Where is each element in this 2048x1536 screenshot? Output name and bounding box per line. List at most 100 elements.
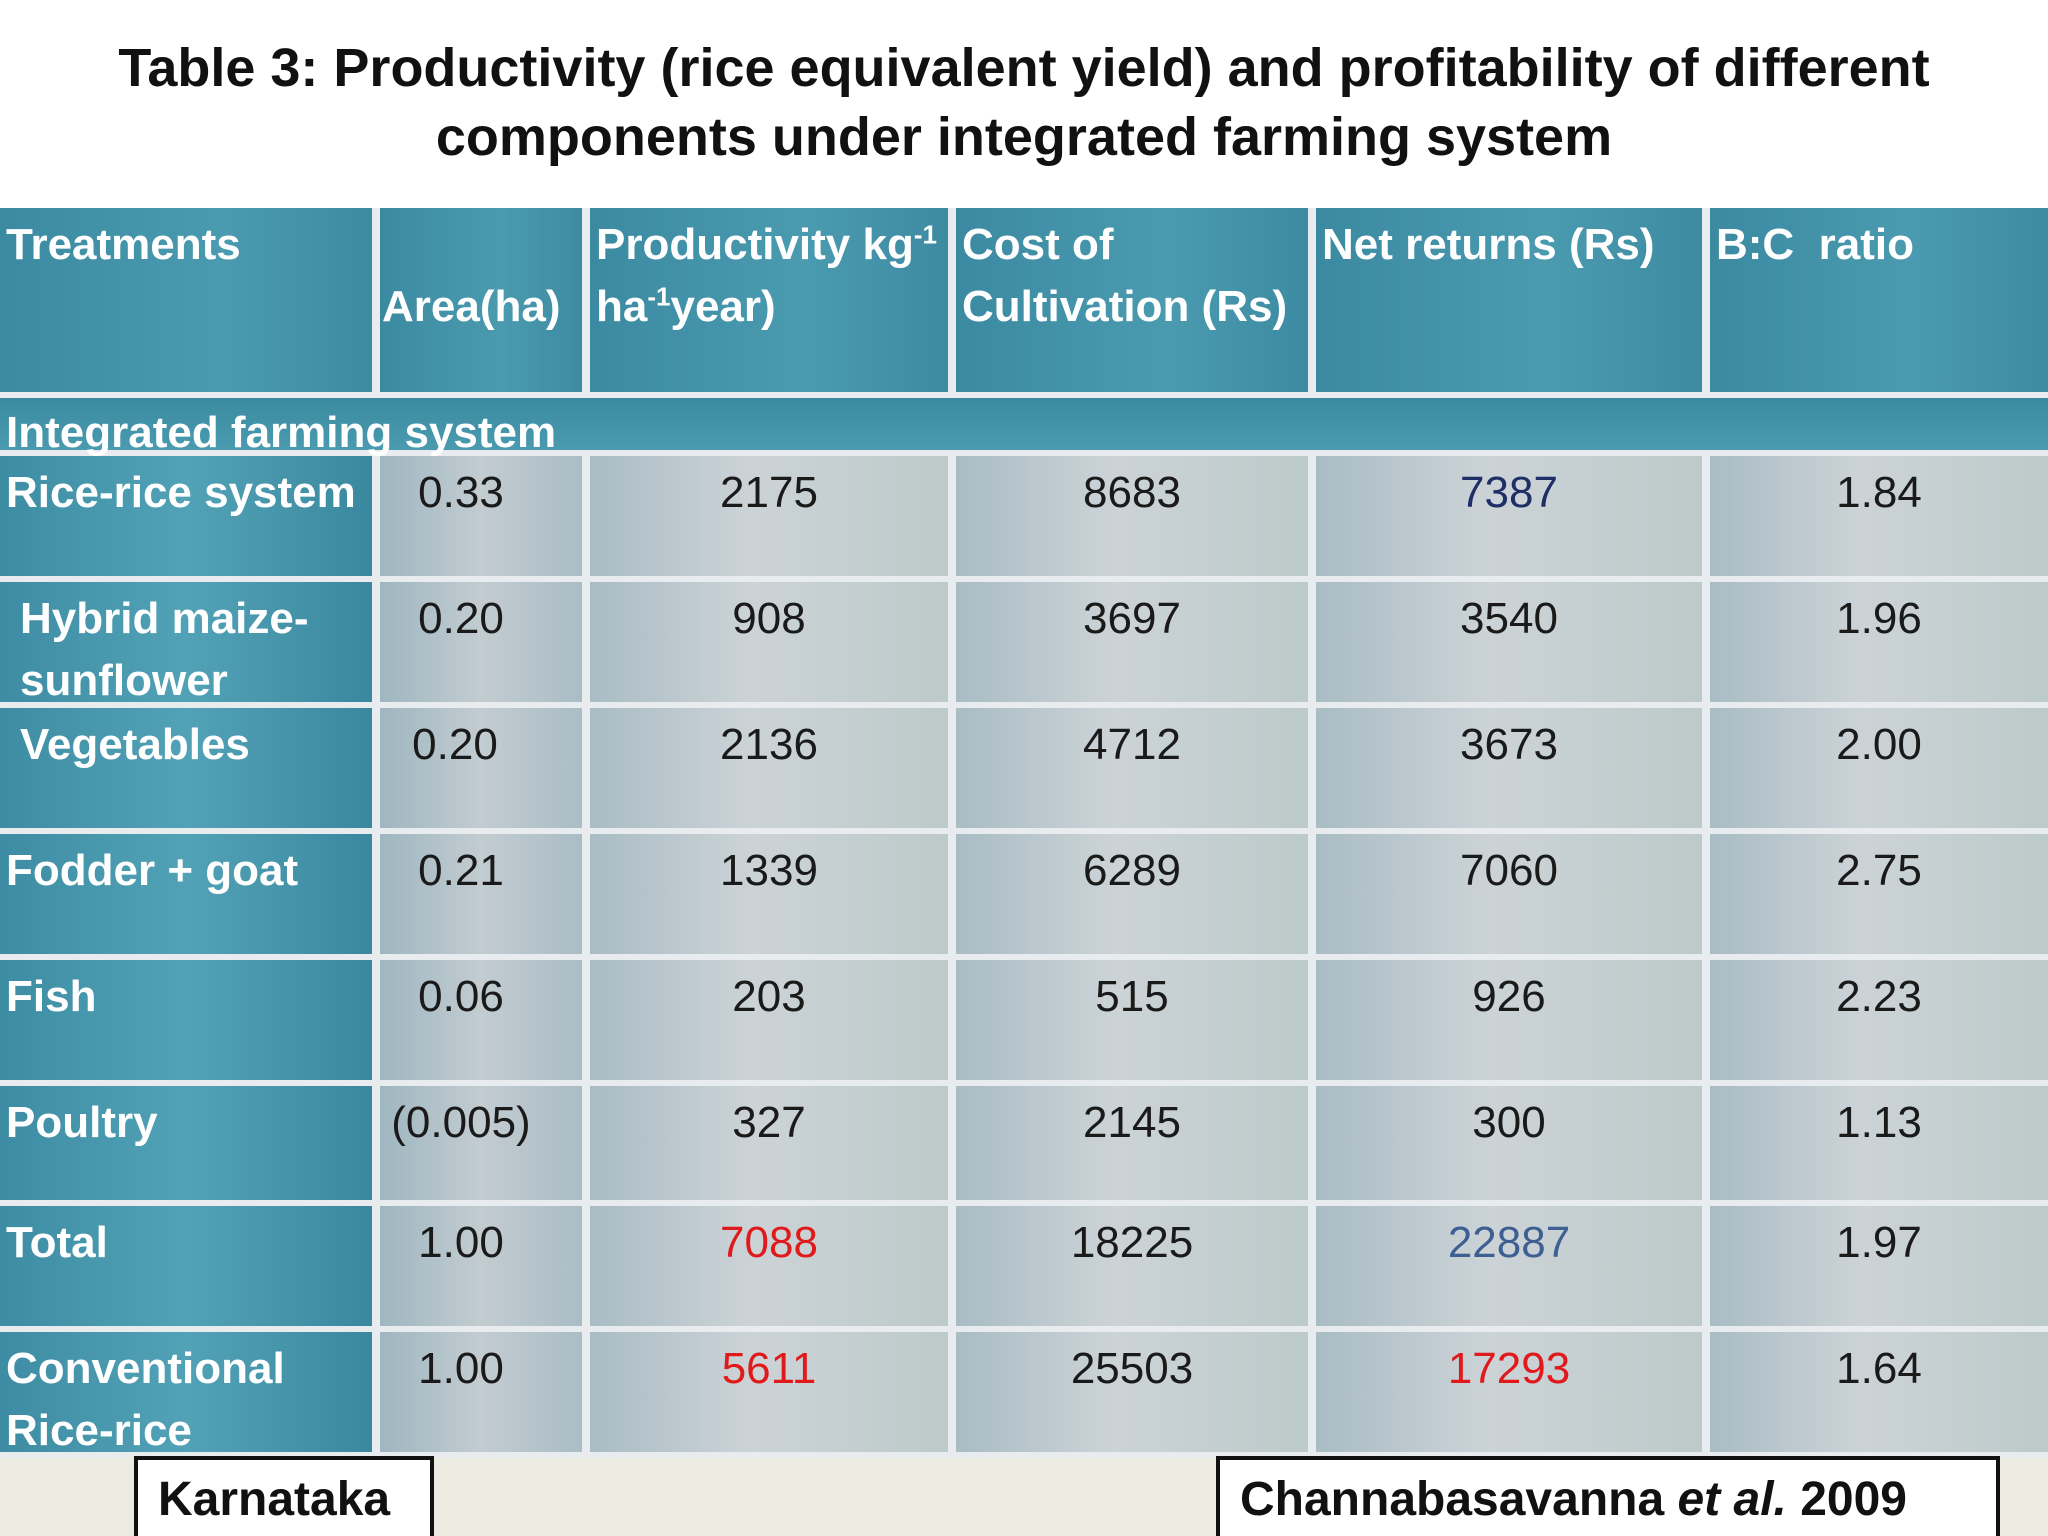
cell-bc-ratio: 2.00 xyxy=(1710,708,2048,834)
cell-area: 1.00 xyxy=(380,1206,590,1332)
cell-net-returns: 3540 xyxy=(1316,582,1710,708)
header-net-returns-label: Net returns (Rs) xyxy=(1322,220,1655,269)
cell-cost-text: 25503 xyxy=(1070,1344,1194,1393)
cell-treatment-text: Fish xyxy=(6,972,97,1021)
cell-bc-ratio-text: 1.97 xyxy=(1836,1218,1922,1267)
cell-treatment: Rice-rice system xyxy=(0,456,380,582)
cell-productivity: 2136 xyxy=(590,708,956,834)
cell-cost: 25503 xyxy=(956,1332,1316,1458)
cell-bc-ratio: 1.13 xyxy=(1710,1086,2048,1206)
cell-net-returns-text: 926 xyxy=(1472,972,1546,1021)
cell-cost-text: 18225 xyxy=(1070,1218,1194,1267)
cell-treatment-text: Hybrid maize-sunflower xyxy=(20,594,309,705)
cell-productivity-text: 203 xyxy=(732,972,806,1021)
header-treatments: Treatments xyxy=(0,208,380,398)
header-net-returns: Net returns (Rs) xyxy=(1316,208,1710,398)
header-area: Area(ha) xyxy=(380,208,590,398)
cell-treatment-text: Poultry xyxy=(6,1098,158,1147)
cell-cost-text: 515 xyxy=(1095,972,1169,1021)
cell-area-text: 0.21 xyxy=(418,846,504,895)
header-bc-ratio: B:C ratio xyxy=(1710,208,2048,398)
results-table: Treatments Area(ha) Productivity kg-1 ha-… xyxy=(0,200,2048,1458)
cell-cost: 8683 xyxy=(956,456,1316,582)
cell-productivity-text: 7088 xyxy=(720,1218,818,1267)
cell-net-returns-text: 7060 xyxy=(1460,846,1558,895)
cell-productivity-text: 908 xyxy=(732,594,806,643)
cell-cost: 4712 xyxy=(956,708,1316,834)
cell-productivity: 327 xyxy=(590,1086,956,1206)
cell-area: 0.33 xyxy=(380,456,590,582)
cell-net-returns-text: 3673 xyxy=(1460,720,1558,769)
region-label: Karnataka xyxy=(158,1473,391,1526)
cell-net-returns: 3673 xyxy=(1316,708,1710,834)
cell-productivity: 908 xyxy=(590,582,956,708)
cell-net-returns: 22887 xyxy=(1316,1206,1710,1332)
cell-net-returns-text: 3540 xyxy=(1460,594,1558,643)
cell-bc-ratio-text: 2.23 xyxy=(1836,972,1922,1021)
cell-net-returns-text: 22887 xyxy=(1447,1218,1571,1267)
cell-treatment: Poultry xyxy=(0,1086,380,1206)
cell-net-returns-text: 300 xyxy=(1472,1098,1546,1147)
cell-treatment-text: Rice-rice system xyxy=(6,468,356,517)
cell-treatment-text: Vegetables xyxy=(20,720,250,769)
cell-bc-ratio: 1.84 xyxy=(1710,456,2048,582)
cell-productivity: 2175 xyxy=(590,456,956,582)
cell-bc-ratio: 1.96 xyxy=(1710,582,2048,708)
cell-cost: 18225 xyxy=(956,1206,1316,1332)
citation-year: 2009 xyxy=(1786,1473,1907,1526)
cell-area-text: 1.00 xyxy=(418,1218,504,1267)
title-line-1: Table 3: Productivity (rice equivalent y… xyxy=(118,38,1930,98)
cell-bc-ratio: 1.64 xyxy=(1710,1332,2048,1458)
cell-area: 0.21 xyxy=(380,834,590,960)
cell-productivity-text: 2136 xyxy=(720,720,818,769)
cell-bc-ratio: 2.23 xyxy=(1710,960,2048,1086)
cell-net-returns: 17293 xyxy=(1316,1332,1710,1458)
cell-cost: 515 xyxy=(956,960,1316,1086)
section-label: Integrated farming system xyxy=(6,408,557,457)
cell-treatment-text: Conventional Rice-rice xyxy=(6,1344,285,1455)
cell-bc-ratio-text: 1.84 xyxy=(1836,468,1922,517)
cell-treatment: Hybrid maize-sunflower xyxy=(0,582,380,708)
cell-productivity: 1339 xyxy=(590,834,956,960)
cell-area: 0.20 xyxy=(380,708,590,834)
cell-area: (0.005) xyxy=(380,1086,590,1206)
cell-cost-text: 3697 xyxy=(1083,594,1181,643)
cell-area-text: 0.33 xyxy=(418,468,504,517)
cell-cost: 2145 xyxy=(956,1086,1316,1206)
cell-area: 0.06 xyxy=(380,960,590,1086)
cell-cost: 3697 xyxy=(956,582,1316,708)
cell-area-text: 0.06 xyxy=(418,972,504,1021)
cell-bc-ratio-text: 2.75 xyxy=(1836,846,1922,895)
header-area-label: Area(ha) xyxy=(382,282,561,331)
cell-treatment: Fodder + goat xyxy=(0,834,380,960)
cell-cost-text: 8683 xyxy=(1083,468,1181,517)
section-integrated-farming: Integrated farming system xyxy=(0,398,2048,457)
citation-box: Channabasavanna et al. 2009 xyxy=(1216,1456,2000,1536)
cell-bc-ratio-text: 1.64 xyxy=(1836,1344,1922,1393)
cell-productivity-text: 2175 xyxy=(720,468,818,517)
cell-net-returns-text: 17293 xyxy=(1447,1344,1571,1393)
cell-area: 1.00 xyxy=(380,1332,590,1458)
cell-cost-text: 4712 xyxy=(1083,720,1181,769)
header-productivity-label: Productivity kg-1 ha-1year) xyxy=(596,219,937,331)
cell-area: 0.20 xyxy=(380,582,590,708)
cell-productivity: 203 xyxy=(590,960,956,1086)
cell-area-text: 1.00 xyxy=(418,1344,504,1393)
cell-net-returns: 300 xyxy=(1316,1086,1710,1206)
region-box: Karnataka xyxy=(134,1456,434,1536)
citation-etal: et al. xyxy=(1677,1473,1787,1526)
cell-productivity: 5611 xyxy=(590,1332,956,1458)
cell-bc-ratio: 2.75 xyxy=(1710,834,2048,960)
header-bc-ratio-label: B:C ratio xyxy=(1716,220,1914,269)
cell-productivity-text: 1339 xyxy=(720,846,818,895)
cell-area-text: 0.20 xyxy=(418,594,504,643)
cell-treatment: Total xyxy=(0,1206,380,1332)
cell-treatment-text: Fodder + goat xyxy=(6,846,299,895)
cell-treatment: Conventional Rice-rice xyxy=(0,1332,380,1458)
cell-cost-text: 2145 xyxy=(1083,1098,1181,1147)
cell-net-returns: 7387 xyxy=(1316,456,1710,582)
header-cost-label: Cost of Cultivation (Rs) xyxy=(962,220,1288,331)
cell-productivity-text: 327 xyxy=(732,1098,806,1147)
cell-net-returns-text: 7387 xyxy=(1460,468,1558,517)
cell-net-returns: 7060 xyxy=(1316,834,1710,960)
